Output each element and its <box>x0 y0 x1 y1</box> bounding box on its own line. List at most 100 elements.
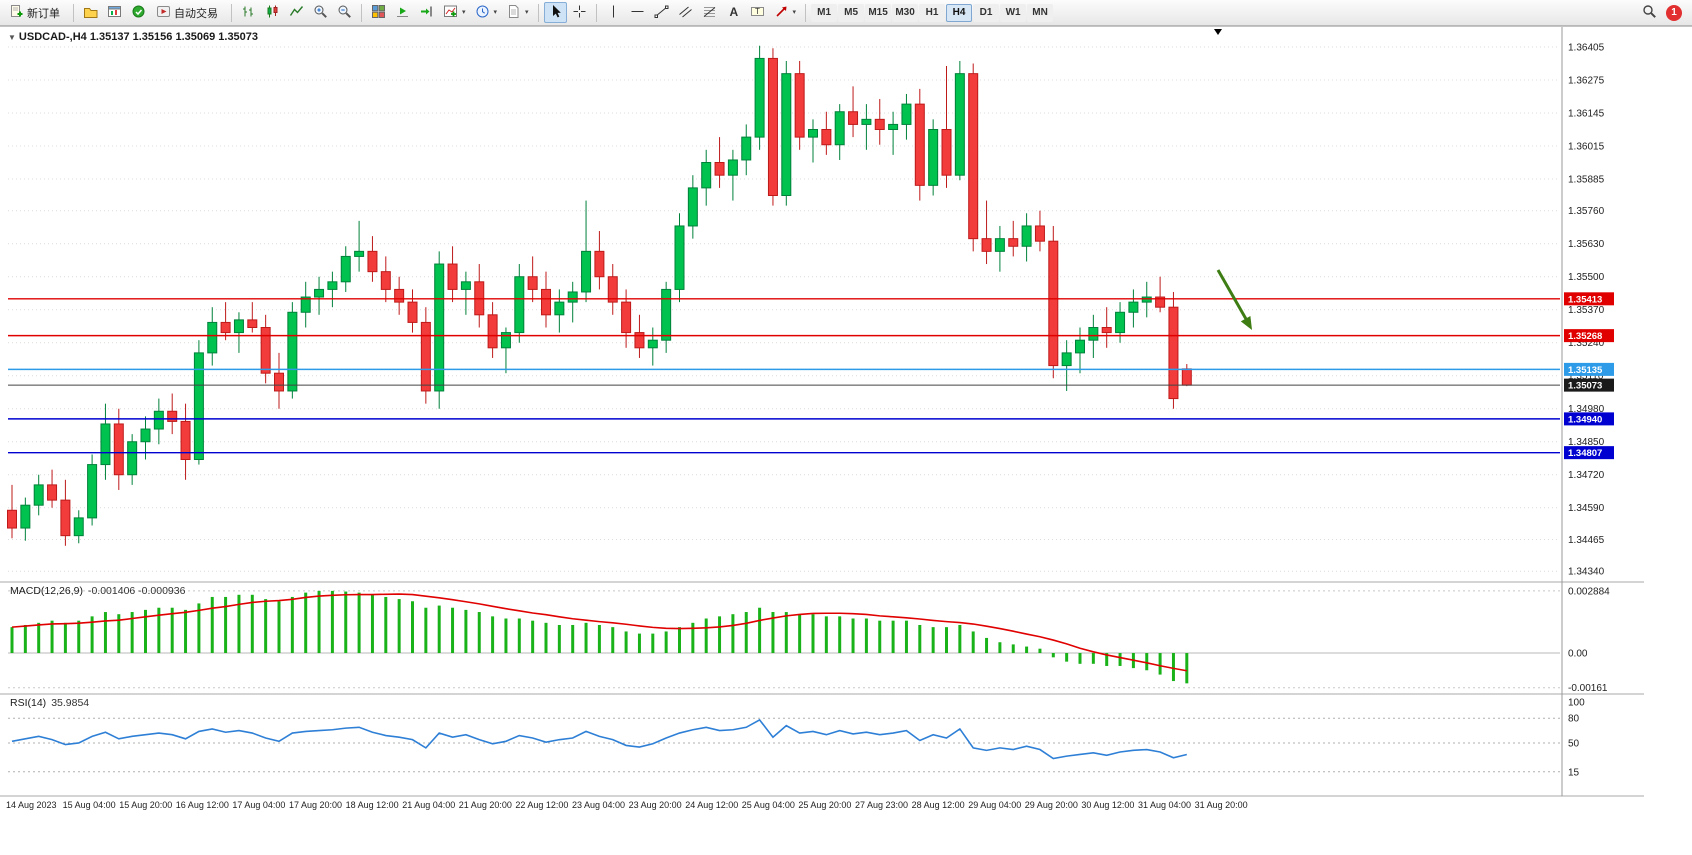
candle <box>727 159 738 176</box>
timeframe-w1-button[interactable]: W1 <box>1000 3 1027 22</box>
candle <box>1115 311 1126 334</box>
candle <box>848 111 859 125</box>
channel-button[interactable] <box>674 2 697 23</box>
timeframe-mn-button[interactable]: MN <box>1027 3 1054 22</box>
trend-arrow-head[interactable] <box>1240 316 1252 330</box>
periods-button[interactable]: ▾ <box>471 2 502 23</box>
price-badge <box>1564 362 1614 376</box>
time-axis-label: 23 Aug 04:00 <box>572 800 625 810</box>
scroll-marker-icon <box>1214 29 1222 35</box>
chevron-down-icon: ▾ <box>462 9 466 16</box>
chart-shift-button[interactable] <box>415 2 438 23</box>
timeframe-m5-button[interactable]: M5 <box>838 3 865 22</box>
macd-signal-line <box>11 593 1187 672</box>
candle <box>621 301 632 334</box>
time-axis-label: 31 Aug 20:00 <box>1195 800 1248 810</box>
crosshair-button[interactable] <box>568 2 591 23</box>
candle <box>1181 368 1192 386</box>
candle <box>460 281 471 290</box>
time-axis-label: 23 Aug 20:00 <box>629 800 682 810</box>
candle <box>100 423 111 466</box>
price-axis-label: 1.35500 <box>1568 272 1605 283</box>
timeframe-m15-button[interactable]: M15 <box>865 3 892 22</box>
horizontal-line-icon <box>630 4 645 22</box>
candle <box>714 162 725 176</box>
trendline-icon <box>654 4 669 22</box>
candle <box>554 301 565 316</box>
candle <box>594 250 605 278</box>
indicators-button[interactable]: ▾ <box>439 2 470 23</box>
fibonacci-button[interactable] <box>698 2 721 23</box>
price-axis-label: 1.35760 <box>1568 206 1605 217</box>
price-axis-label: 1.34340 <box>1568 567 1605 578</box>
templates-button[interactable]: ▾ <box>502 2 533 23</box>
separator <box>231 3 232 22</box>
zoom-out-button[interactable] <box>333 2 356 23</box>
candle <box>634 332 645 349</box>
text-button[interactable]: A <box>722 2 745 23</box>
candle <box>500 332 511 349</box>
vertical-line-button[interactable] <box>602 2 625 23</box>
line-chart-button[interactable] <box>285 2 308 23</box>
timeframe-h4-button[interactable]: H4 <box>946 3 973 22</box>
timeframe-h1-button[interactable]: H1 <box>919 3 946 22</box>
template-icon <box>506 4 521 22</box>
candle <box>153 410 164 430</box>
candle <box>180 420 191 460</box>
candlestick-chart-icon <box>265 4 280 22</box>
candle <box>861 118 872 125</box>
new-order-label: 新订单 <box>27 7 60 20</box>
trend-arrow[interactable] <box>1216 269 1248 320</box>
time-axis-label: 29 Aug 04:00 <box>968 800 1021 810</box>
candle <box>354 250 365 257</box>
time-axis-label: 25 Aug 04:00 <box>742 800 795 810</box>
new-order-button[interactable]: 新订单 <box>4 2 68 23</box>
candlestick-chart-button[interactable] <box>261 2 284 23</box>
price-badge <box>1564 292 1614 306</box>
new-chart-icon <box>107 4 122 22</box>
candle <box>1021 225 1032 247</box>
separator <box>361 3 362 22</box>
candle <box>274 372 284 392</box>
timeframe-d1-button[interactable]: D1 <box>973 3 1000 22</box>
zoom-in-button[interactable] <box>309 2 332 23</box>
new-chart-button[interactable] <box>103 2 126 23</box>
collapse-triangle-icon[interactable]: ▼ <box>8 33 16 42</box>
candle <box>434 263 445 392</box>
profiles-button[interactable] <box>79 2 102 23</box>
rsi-indicator-label: RSI(14) 35.9854 <box>10 697 89 709</box>
candle <box>193 352 204 460</box>
shapes-button[interactable]: ▾ <box>770 2 801 23</box>
price-axis-label: 1.35110 <box>1568 371 1604 382</box>
market-button[interactable] <box>127 2 150 23</box>
bar-chart-button[interactable] <box>237 2 260 23</box>
auto-scroll-button[interactable] <box>391 2 414 23</box>
candle <box>1008 238 1019 247</box>
candle <box>220 321 231 334</box>
timeframe-m30-button[interactable]: M30 <box>892 3 919 22</box>
candle <box>914 103 925 186</box>
timeframe-m1-button[interactable]: M1 <box>811 3 838 22</box>
notification-badge[interactable]: 1 <box>1666 4 1682 21</box>
candle <box>1088 327 1099 341</box>
candle <box>1128 301 1139 313</box>
candle <box>1141 296 1152 303</box>
price-badge-label: 1.34940 <box>1568 414 1602 425</box>
candle <box>781 73 792 196</box>
tile-windows-button[interactable] <box>367 2 390 23</box>
candle <box>60 499 71 537</box>
cursor-button[interactable] <box>543 2 567 23</box>
vertical-line-icon <box>606 4 621 22</box>
symbol-ohlc-text: USDCAD-,H4 1.35137 1.35156 1.35069 1.350… <box>18 31 259 43</box>
search-button[interactable] <box>1638 2 1661 23</box>
time-axis-label: 15 Aug 04:00 <box>63 800 116 810</box>
candle <box>701 162 712 189</box>
candle <box>87 464 98 519</box>
price-axis-label: 1.36275 <box>1568 76 1605 87</box>
horizontal-line-button[interactable] <box>626 2 649 23</box>
autotrading-button[interactable]: 自动交易 <box>151 2 226 23</box>
trendline-button[interactable] <box>650 2 673 23</box>
time-axis-label: 18 Aug 12:00 <box>346 800 399 810</box>
text-label-button[interactable]: T <box>746 2 769 23</box>
